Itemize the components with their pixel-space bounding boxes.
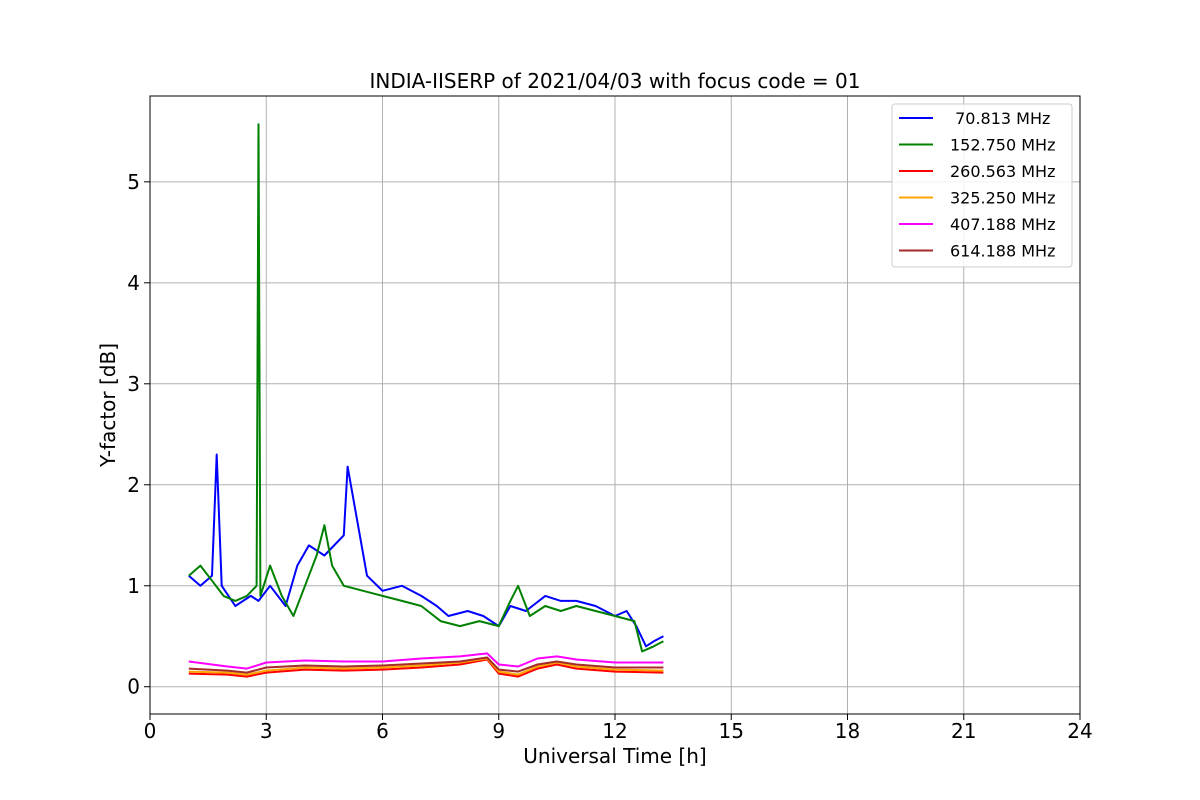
x-tick-label: 0	[144, 719, 157, 743]
legend: 70.813 MHz 152.750 MHz 260.563 MHz 325.250 …	[891, 103, 1073, 268]
legend-box	[891, 103, 1073, 268]
legend-label: 614.188 MHz	[950, 242, 1055, 261]
y-tick-label: 3	[127, 372, 140, 396]
series-line-1	[188, 123, 664, 653]
x-axis: 0 3 6 9 12 15 18 21 24	[144, 714, 1093, 743]
y-tick-label: 2	[127, 473, 140, 497]
series-line-0	[188, 453, 664, 648]
y-tick-label: 0	[127, 675, 140, 699]
series-line-2	[188, 658, 664, 678]
legend-label: 152.750 MHz	[950, 136, 1055, 155]
x-tick-label: 3	[260, 719, 273, 743]
chart-title: INDIA-IISERP of 2021/04/03 with focus co…	[370, 69, 861, 93]
x-tick-label: 12	[602, 719, 627, 743]
x-tick-label: 24	[1067, 719, 1092, 743]
legend-label: 407.188 MHz	[950, 215, 1055, 234]
y-axis-label: Y-factor [dB]	[96, 343, 120, 468]
legend-label: 70.813 MHz	[950, 109, 1050, 128]
x-tick-label: 6	[376, 719, 389, 743]
y-tick-label: 5	[127, 170, 140, 194]
series-layer	[188, 123, 664, 678]
x-tick-label: 15	[719, 719, 744, 743]
series-line-5	[188, 656, 664, 674]
y-tick-label: 1	[127, 574, 140, 598]
x-tick-label: 18	[835, 719, 860, 743]
x-tick-label: 21	[951, 719, 976, 743]
legend-label: 260.563 MHz	[950, 162, 1055, 181]
legend-label: 325.250 MHz	[950, 189, 1055, 208]
x-axis-label: Universal Time [h]	[523, 744, 706, 768]
y-tick-label: 4	[127, 271, 140, 295]
x-tick-label: 9	[492, 719, 505, 743]
series-line-4	[188, 652, 664, 670]
y-axis: 0 1 2 3 4 5	[127, 170, 150, 699]
